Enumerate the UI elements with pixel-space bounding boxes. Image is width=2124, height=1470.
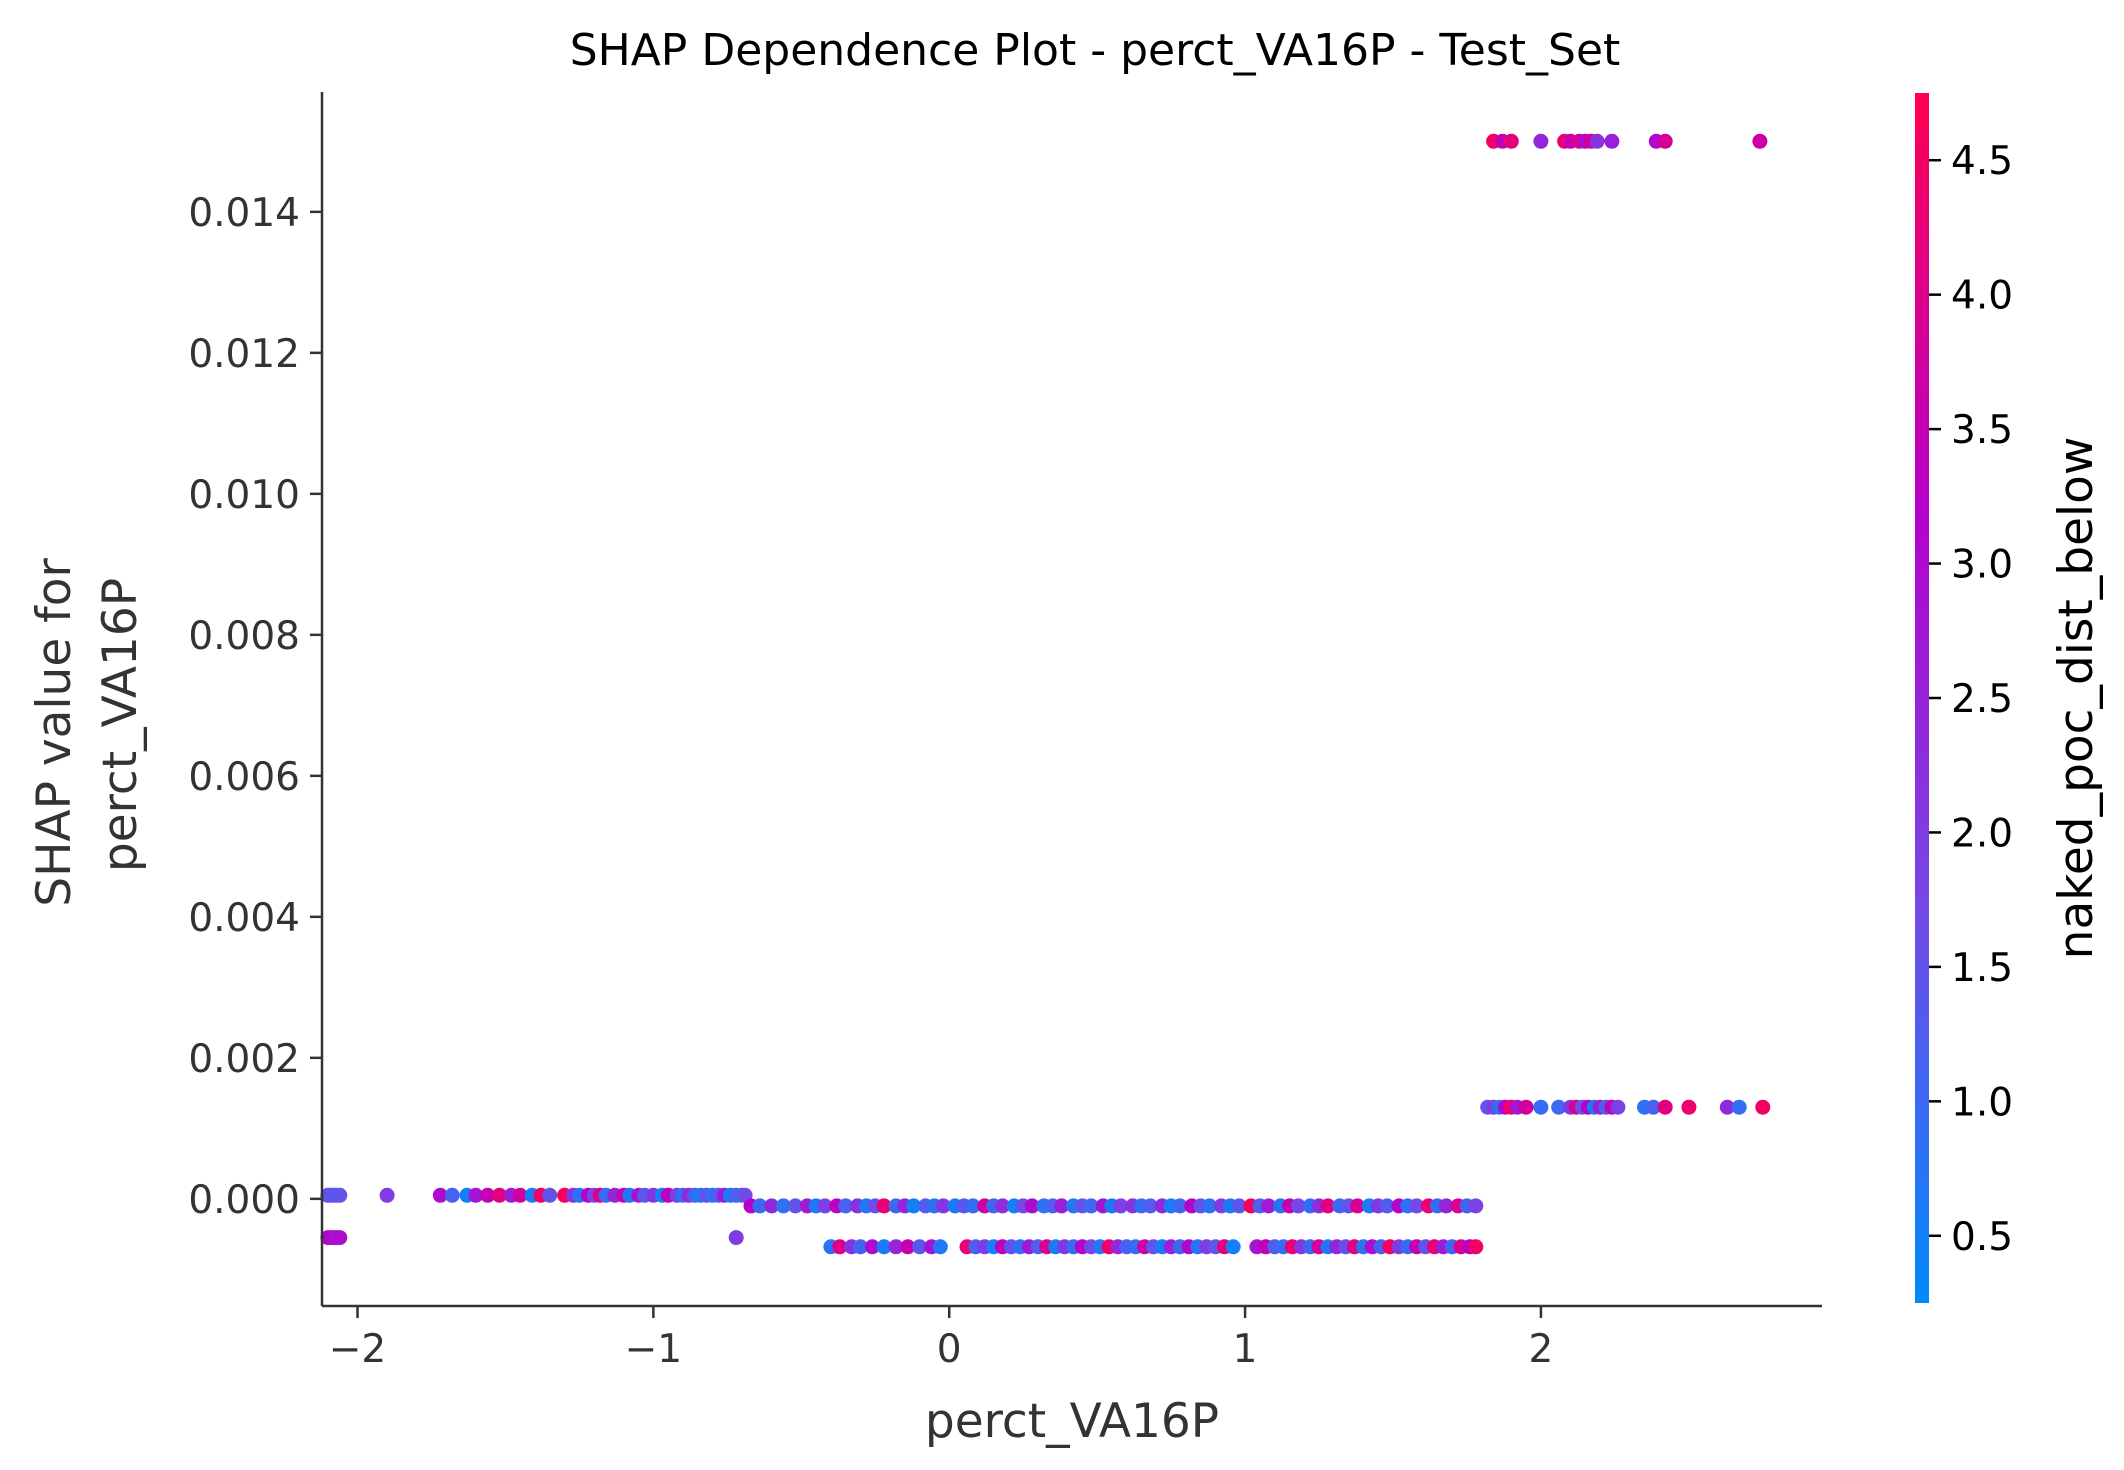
scatter-point bbox=[332, 1230, 348, 1246]
colorbar-tick-label: 0.5 bbox=[1951, 1215, 2013, 1260]
scatter-point bbox=[468, 1187, 484, 1203]
scatter-point bbox=[1409, 1198, 1425, 1214]
colorbar-ticks: 0.5 1.0 1.5 2.0 2.5 3.0 3.5 4.0 4.5 bbox=[1929, 139, 2013, 1260]
y-axis-label-line-2: perct_VA16P bbox=[93, 578, 148, 872]
y-axis-label-line-1: SHAP value for bbox=[27, 558, 82, 907]
scatter-point bbox=[728, 1230, 744, 1246]
scatter-point bbox=[1731, 1099, 1747, 1115]
scatter-point bbox=[1202, 1198, 1218, 1214]
scatter-point bbox=[1551, 1099, 1567, 1115]
scatter-points bbox=[320, 133, 1771, 1255]
colorbar-tick-label: 2.5 bbox=[1951, 677, 2013, 722]
colorbar bbox=[1915, 93, 1929, 1303]
scatter-point bbox=[1533, 133, 1549, 149]
scatter-point bbox=[912, 1239, 928, 1255]
y-tick-label: 0.014 bbox=[188, 191, 300, 236]
scatter-point bbox=[1468, 1239, 1484, 1255]
x-tick-label: −1 bbox=[625, 1327, 683, 1372]
scatter-point bbox=[1533, 1099, 1549, 1115]
scatter-point bbox=[906, 1198, 922, 1214]
colorbar-label: naked_poc_dist_below bbox=[2049, 437, 2104, 960]
scatter-point bbox=[1024, 1198, 1040, 1214]
scatter-point bbox=[995, 1198, 1010, 1214]
scatter-point bbox=[1054, 1198, 1070, 1214]
scatter-point bbox=[965, 1198, 981, 1214]
scatter-point bbox=[512, 1187, 528, 1203]
chart-title: SHAP Dependence Plot - perct_VA16P - Tes… bbox=[570, 25, 1621, 76]
scatter-point bbox=[888, 1239, 904, 1255]
scatter-point bbox=[1350, 1198, 1365, 1214]
scatter-point bbox=[1755, 1099, 1771, 1115]
y-axis-label: SHAP value for perct_VA16P bbox=[27, 543, 148, 907]
x-tick-label: 1 bbox=[1233, 1327, 1258, 1372]
scatter-point bbox=[1503, 133, 1519, 149]
scatter-point bbox=[1225, 1239, 1241, 1255]
scatter-point bbox=[1518, 1099, 1534, 1115]
y-tick-label: 0.008 bbox=[188, 614, 300, 659]
scatter-point bbox=[1113, 1198, 1129, 1214]
colorbar-tick-label: 1.0 bbox=[1951, 1080, 2013, 1125]
scatter-point bbox=[1320, 1198, 1336, 1214]
scatter-point bbox=[1752, 133, 1768, 149]
scatter-point bbox=[1438, 1198, 1454, 1214]
scatter-point bbox=[492, 1187, 507, 1203]
scatter-point bbox=[776, 1198, 791, 1214]
colorbar-tick-label: 3.0 bbox=[1951, 543, 2013, 588]
scatter-point bbox=[1290, 1198, 1306, 1214]
scatter-point bbox=[444, 1187, 460, 1203]
scatter-point bbox=[1657, 1099, 1673, 1115]
scatter-point bbox=[542, 1187, 558, 1203]
scatter-point bbox=[900, 1239, 916, 1255]
scatter-point bbox=[832, 1239, 848, 1255]
colorbar-tick-label: 1.5 bbox=[1951, 946, 2013, 991]
y-axis-ticks: 0.000 0.002 0.004 0.006 0.008 0.010 0.012 0.014 bbox=[188, 191, 322, 1223]
y-tick-label: 0.012 bbox=[188, 332, 300, 377]
scatter-point bbox=[838, 1198, 854, 1214]
colorbar-tick-label: 4.5 bbox=[1951, 139, 2013, 184]
scatter-point bbox=[1083, 1198, 1099, 1214]
scatter-point bbox=[935, 1198, 951, 1214]
x-axis-ticks: −2 −1 0 1 2 bbox=[329, 1306, 1554, 1372]
colorbar-tick-label: 4.0 bbox=[1951, 274, 2013, 319]
scatter-point bbox=[332, 1187, 348, 1203]
scatter-point bbox=[1231, 1198, 1247, 1214]
scatter-point bbox=[864, 1239, 880, 1255]
scatter-point bbox=[787, 1198, 803, 1214]
scatter-point bbox=[876, 1198, 892, 1214]
y-tick-label: 0.000 bbox=[188, 1178, 300, 1223]
scatter-point bbox=[752, 1198, 768, 1214]
colorbar-tick-label: 3.5 bbox=[1951, 408, 2013, 453]
colorbar-tick-label: 2.0 bbox=[1951, 811, 2013, 856]
scatter-point bbox=[1657, 133, 1673, 149]
scatter-point bbox=[817, 1198, 833, 1214]
scatter-point bbox=[764, 1198, 780, 1214]
scatter-point bbox=[1261, 1198, 1277, 1214]
scatter-point bbox=[853, 1239, 868, 1255]
scatter-point bbox=[1604, 133, 1620, 149]
scatter-point bbox=[1468, 1198, 1484, 1214]
scatter-point bbox=[1645, 1099, 1661, 1115]
scatter-point bbox=[1379, 1198, 1395, 1214]
x-tick-label: 2 bbox=[1529, 1327, 1554, 1372]
y-tick-label: 0.004 bbox=[188, 896, 300, 941]
y-tick-label: 0.006 bbox=[188, 755, 300, 800]
scatter-point bbox=[1172, 1198, 1188, 1214]
x-tick-label: −2 bbox=[329, 1327, 387, 1372]
scatter-point bbox=[1610, 1099, 1626, 1115]
scatter-point bbox=[432, 1187, 448, 1203]
scatter-point bbox=[1589, 133, 1605, 149]
scatter-point bbox=[876, 1239, 892, 1255]
scatter-point bbox=[932, 1239, 948, 1255]
scatter-point bbox=[379, 1187, 395, 1203]
y-tick-label: 0.002 bbox=[188, 1037, 300, 1082]
scatter-point bbox=[1142, 1198, 1158, 1214]
scatter-point bbox=[480, 1187, 496, 1203]
scatter-point bbox=[1719, 1099, 1735, 1115]
scatter-point bbox=[1681, 1099, 1697, 1115]
x-tick-label: 0 bbox=[937, 1327, 962, 1372]
y-tick-label: 0.010 bbox=[188, 473, 300, 518]
x-axis-label: perct_VA16P bbox=[925, 1394, 1219, 1449]
